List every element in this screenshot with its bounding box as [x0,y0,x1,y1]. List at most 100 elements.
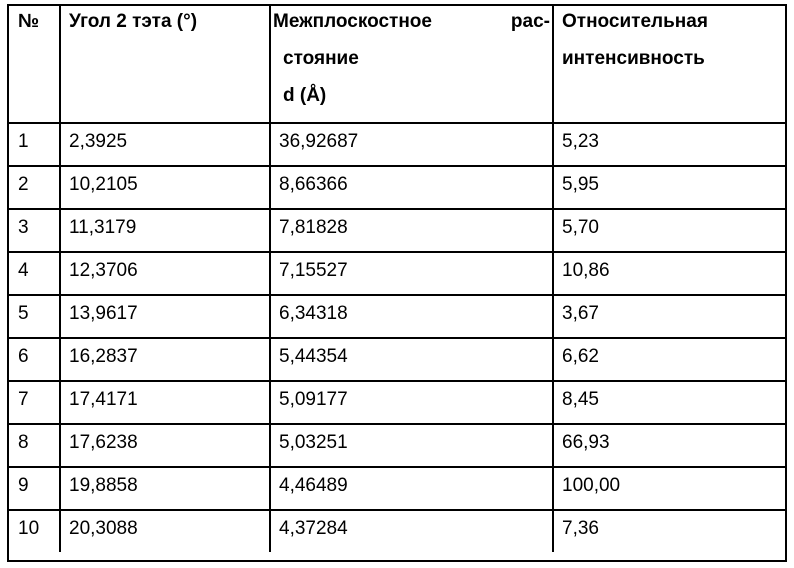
table-row: 5 13,9617 6,34318 3,67 [9,294,785,339]
cell-num: 1 [9,122,61,167]
cell-angle: 19,8858 [59,466,271,511]
table-body: 1 2,3925 36,92687 5,23 2 10,2105 8,66366 5,95 3 1… [9,122,785,552]
cell-angle: 13,9617 [59,294,271,339]
cell-d-spacing: 7,15527 [269,251,554,296]
cell-intensity: 5,95 [552,165,785,210]
cell-d-spacing: 5,09177 [269,380,554,425]
header-d-line1: Межплоскостное рас- [273,11,550,48]
cell-d-spacing: 36,92687 [269,122,554,167]
header-d-line2: стояние [283,48,359,69]
table-row: 4 12,3706 7,15527 10,86 [9,251,785,296]
header-d-line3: d (Å) [283,85,327,106]
cell-intensity: 7,36 [552,509,785,552]
cell-angle-value: 17,4171 [69,389,138,410]
cell-d-spacing-value: 4,37284 [279,518,348,539]
cell-intensity-value: 8,45 [562,389,599,410]
table-row: 2 10,2105 8,66366 5,95 [9,165,785,210]
cell-d-spacing: 5,44354 [269,337,554,382]
cell-angle-value: 2,3925 [69,131,128,152]
cell-d-spacing-value: 6,34318 [279,303,348,324]
cell-num-value: 5 [18,303,29,324]
cell-num-value: 4 [18,260,29,281]
header-intensity-line1: Относительная [562,11,708,32]
cell-num: 5 [9,294,61,339]
cell-angle-value: 12,3706 [69,260,138,281]
cell-angle-value: 16,2837 [69,346,138,367]
cell-angle: 17,4171 [59,380,271,425]
cell-d-spacing: 5,03251 [269,423,554,468]
header-d-spacing: Межплоскостное рас- стояние d (Å) [269,6,554,124]
table-row: 10 20,3088 4,37284 7,36 [9,509,785,552]
cell-num: 8 [9,423,61,468]
cell-num: 7 [9,380,61,425]
header-d-line1-word: Межплоскостное [273,11,432,32]
cell-num-value: 1 [18,131,29,152]
cell-num-value: 9 [18,475,29,496]
cell-d-spacing-value: 8,66366 [279,174,348,195]
table-row: 1 2,3925 36,92687 5,23 [9,122,785,167]
table-row: 8 17,6238 5,03251 66,93 [9,423,785,468]
header-d-line1-hyphen: рас- [510,11,550,32]
cell-angle: 16,2837 [59,337,271,382]
cell-d-spacing-value: 36,92687 [279,131,359,152]
cell-angle: 12,3706 [59,251,271,296]
table-row: 9 19,8858 4,46489 100,00 [9,466,785,511]
cell-intensity-value: 3,67 [562,303,599,324]
cell-angle: 17,6238 [59,423,271,468]
cell-d-spacing-value: 7,15527 [279,260,348,281]
cell-intensity-value: 5,23 [562,131,599,152]
cell-d-spacing-value: 5,09177 [279,389,348,410]
cell-intensity: 100,00 [552,466,785,511]
cell-num-value: 6 [18,346,29,367]
cell-angle-value: 13,9617 [69,303,138,324]
cell-intensity: 6,62 [552,337,785,382]
cell-num-value: 10 [18,518,40,539]
cell-intensity-value: 10,86 [562,260,610,281]
cell-d-spacing: 7,81828 [269,208,554,253]
cell-angle: 2,3925 [59,122,271,167]
cell-intensity: 5,70 [552,208,785,253]
header-angle-label: Угол 2 тэта (°) [69,11,198,32]
cell-d-spacing: 8,66366 [269,165,554,210]
cell-num: 10 [9,509,61,552]
cell-angle-value: 17,6238 [69,432,138,453]
cell-intensity-value: 5,95 [562,174,599,195]
header-row: № Угол 2 тэта (°) Межплоскостное рас- ст… [9,6,785,124]
cell-angle: 10,2105 [59,165,271,210]
xrd-peaks-table: № Угол 2 тэта (°) Межплоскостное рас- ст… [9,6,785,552]
cell-d-spacing: 4,37284 [269,509,554,552]
cell-intensity-value: 5,70 [562,217,599,238]
cell-intensity-value: 100,00 [562,475,621,496]
cell-num: 4 [9,251,61,296]
cell-num: 2 [9,165,61,210]
header-num: № [9,6,61,124]
cell-intensity-value: 6,62 [562,346,599,367]
cell-intensity: 3,67 [552,294,785,339]
table-row: 7 17,4171 5,09177 8,45 [9,380,785,425]
cell-num-value: 2 [18,174,29,195]
cell-d-spacing: 4,46489 [269,466,554,511]
cell-d-spacing: 6,34318 [269,294,554,339]
cell-d-spacing-value: 5,03251 [279,432,348,453]
cell-angle-value: 11,3179 [69,217,137,238]
header-intensity: Относительная интенсивность [552,6,785,124]
cell-angle-value: 19,8858 [69,475,138,496]
cell-angle: 11,3179 [59,208,271,253]
cell-intensity: 5,23 [552,122,785,167]
xrd-peaks-table-frame: № Угол 2 тэта (°) Межплоскостное рас- ст… [7,4,787,562]
cell-num-value: 8 [18,432,29,453]
header-intensity-line2: интенсивность [562,48,705,69]
cell-d-spacing-value: 7,81828 [279,217,348,238]
cell-d-spacing-value: 5,44354 [279,346,348,367]
cell-intensity: 8,45 [552,380,785,425]
cell-num: 6 [9,337,61,382]
cell-d-spacing-value: 4,46489 [279,475,348,496]
cell-intensity-value: 7,36 [562,518,599,539]
cell-num: 9 [9,466,61,511]
header-angle: Угол 2 тэта (°) [59,6,271,124]
header-num-label: № [18,11,40,32]
cell-intensity-value: 66,93 [562,432,610,453]
cell-angle-value: 10,2105 [69,174,138,195]
cell-num-value: 3 [18,217,29,238]
cell-num-value: 7 [18,389,29,410]
